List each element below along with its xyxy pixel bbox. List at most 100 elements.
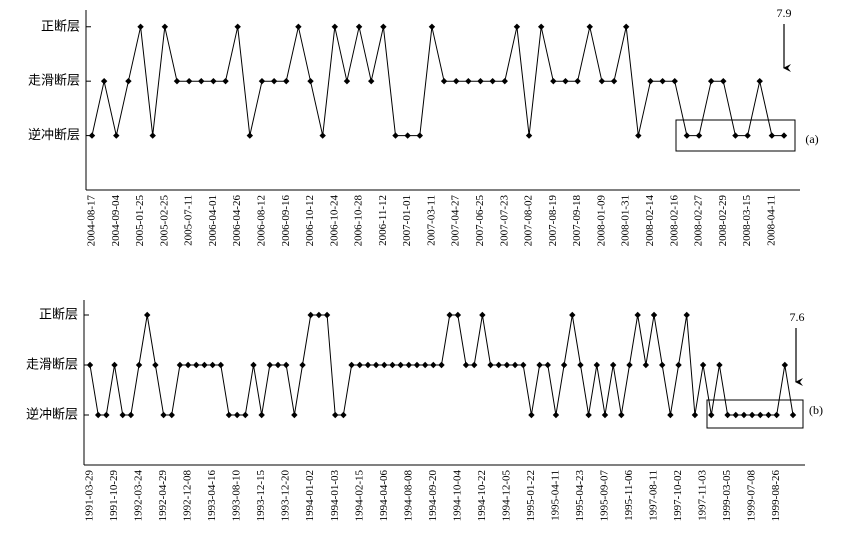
marker [724,411,731,419]
marker [757,411,764,419]
marker [537,23,545,30]
marker [137,23,144,30]
marker [569,311,576,319]
magnitude: 7.6 [790,310,805,324]
marker [381,361,388,369]
marker [489,77,496,85]
marker [781,361,789,369]
marker [732,411,739,419]
marker [609,361,617,369]
x-tick-label: 2005-02-25 [158,195,170,247]
marker [405,361,413,369]
x-tick-label: 1993-12-20 [280,470,292,522]
x-tick-label: 1993-08-10 [231,470,243,522]
marker [246,132,254,139]
marker [453,77,460,85]
y-tick-label: 逆冲断层 [28,127,80,143]
x-tick-label: 2008-03-15 [741,195,753,247]
marker [477,77,484,85]
marker [756,77,763,85]
marker [495,361,502,369]
marker [416,132,423,139]
marker [100,77,108,85]
marker [94,411,102,419]
x-tick-label: 1994-02-15 [353,470,365,522]
y-tick-label: 走滑断层 [28,74,80,89]
marker [274,361,282,369]
marker [586,23,593,30]
marker [331,23,339,30]
marker [103,411,110,419]
marker [119,411,126,419]
marker [780,132,788,139]
marker [671,77,678,85]
x-tick-label: 2005-01-25 [134,195,146,247]
marker [368,77,375,85]
marker [135,361,143,369]
marker [210,77,217,85]
marker [185,77,193,85]
x-tick-label: 2008-02-29 [717,195,729,247]
marker [144,311,151,319]
marker [201,361,208,369]
marker [233,411,241,419]
marker [501,77,508,85]
x-tick-label: 1993-04-16 [206,470,218,522]
x-tick-label: 1994-01-02 [304,470,316,521]
x-tick-label: 2007-09-18 [571,195,583,247]
marker [343,77,351,85]
x-tick-label: 1992-04-29 [157,470,169,522]
marker [520,361,527,369]
marker [332,411,339,419]
marker [266,361,274,369]
marker [234,23,241,30]
x-tick-label: 1991-10-29 [108,470,120,522]
marker [536,361,543,369]
x-tick-label: 1997-11-03 [697,470,709,521]
marker [307,77,314,85]
marker [740,411,748,419]
marker [683,132,691,139]
y-tick-label: 走滑断层 [26,358,78,373]
marker [601,411,609,419]
x-tick-label: 1994-04-06 [378,470,390,522]
x-tick-label: 1994-09-20 [427,470,439,522]
marker [307,311,314,319]
marker [428,23,436,30]
x-tick-label: 1995-11-06 [623,470,635,521]
x-tick-label: 1993-12-15 [255,470,267,522]
marker [355,23,363,30]
marker [258,411,265,419]
x-tick-label: 2007-07-23 [498,195,510,247]
marker [487,361,494,369]
marker [707,77,715,85]
x-tick-label: 2008-02-27 [693,195,705,247]
x-tick-label: 2006-11-12 [377,195,389,246]
marker [634,311,641,319]
marker [270,77,278,85]
marker [315,311,323,319]
x-tick-label: 1997-08-11 [648,470,660,521]
marker [222,77,229,85]
marker [364,361,372,369]
x-tick-label: 2007-03-11 [425,195,437,246]
marker [421,361,429,369]
marker [397,361,404,369]
marker [125,77,132,85]
marker [430,361,437,369]
marker [525,132,533,139]
x-tick-label: 1999-07-08 [746,470,758,522]
marker [659,77,666,85]
x-tick-label: 2004-09-04 [110,195,122,247]
x-tick-label: 2006-10-12 [304,195,316,246]
marker [691,411,699,419]
marker [168,411,175,419]
marker [708,411,715,419]
x-tick-label: 1992-12-08 [182,470,194,522]
marker [127,411,135,419]
marker [610,77,618,85]
marker [356,361,363,369]
x-tick-label: 1994-01-03 [329,470,341,522]
x-tick-label: 2007-01-01 [401,195,413,246]
x-tick-label: 1999-08-26 [770,470,782,522]
